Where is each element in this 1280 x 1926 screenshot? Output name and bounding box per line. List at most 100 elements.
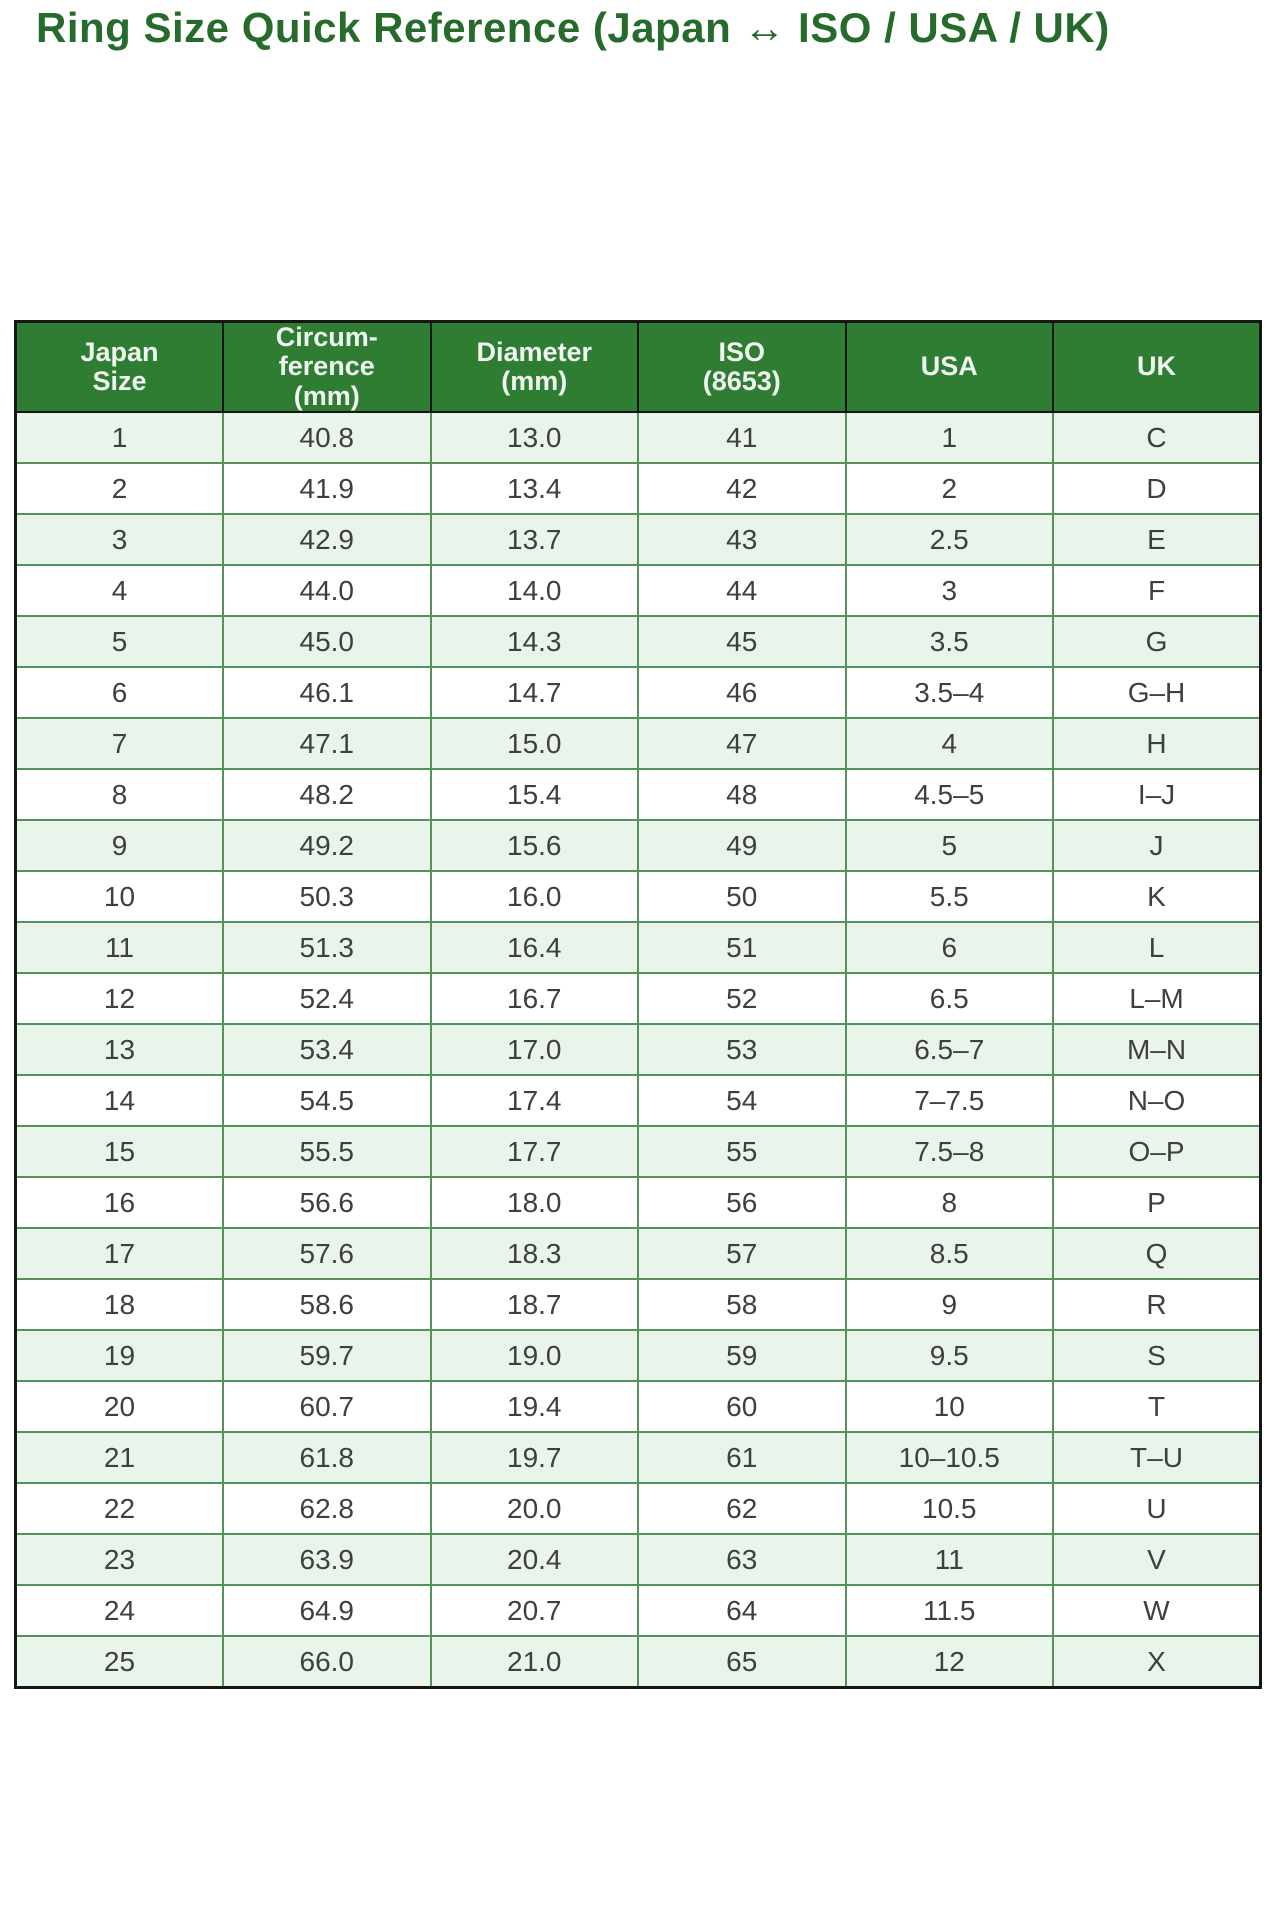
table-cell: 49 — [637, 819, 847, 872]
column-header-circumference: Circum- ference (mm) — [222, 320, 432, 413]
table-cell: 13.7 — [429, 513, 639, 566]
table-cell: 64 — [637, 1584, 847, 1637]
table-cell: 17.0 — [429, 1023, 639, 1076]
table-cell: 14.3 — [429, 615, 639, 668]
table-row: 18 58.6 18.7 58 9 R — [14, 1278, 1262, 1331]
table-cell: 51.3 — [222, 921, 432, 974]
table-cell: M–N — [1052, 1023, 1262, 1076]
table-cell: 6.5–7 — [844, 1023, 1054, 1076]
table-cell: 21 — [14, 1431, 224, 1484]
table-row: 24 64.9 20.7 64 11.5 W — [14, 1584, 1262, 1637]
table-cell: 63 — [637, 1533, 847, 1586]
table-cell: 48.2 — [222, 768, 432, 821]
table-cell: 2.5 — [844, 513, 1054, 566]
table-cell: 56 — [637, 1176, 847, 1229]
table-cell: R — [1052, 1278, 1262, 1331]
table-cell: 11 — [14, 921, 224, 974]
table-row: 1 40.8 13.0 41 1 C — [14, 411, 1262, 464]
table-cell: J — [1052, 819, 1262, 872]
table-cell: 47 — [637, 717, 847, 770]
table-cell: 46 — [637, 666, 847, 719]
table-cell: 23 — [14, 1533, 224, 1586]
table-cell: T–U — [1052, 1431, 1262, 1484]
table-cell: 45 — [637, 615, 847, 668]
table-cell: 4.5–5 — [844, 768, 1054, 821]
table-cell: 16.7 — [429, 972, 639, 1025]
table-cell: G–H — [1052, 666, 1262, 719]
table-cell: V — [1052, 1533, 1262, 1586]
table-cell: 15 — [14, 1125, 224, 1178]
table-cell: 11.5 — [844, 1584, 1054, 1637]
table-cell: 7 — [14, 717, 224, 770]
table-cell: 11 — [844, 1533, 1054, 1586]
table-cell: 8 — [844, 1176, 1054, 1229]
table-cell: 41 — [637, 411, 847, 464]
table-row: 21 61.8 19.7 61 10–10.5 T–U — [14, 1431, 1262, 1484]
table-cell: 46.1 — [222, 666, 432, 719]
table-row: 9 49.2 15.6 49 5 J — [14, 819, 1262, 872]
table-cell: 8.5 — [844, 1227, 1054, 1280]
table-cell: 6 — [14, 666, 224, 719]
table-cell: 16 — [14, 1176, 224, 1229]
table-cell: 3.5–4 — [844, 666, 1054, 719]
table-cell: 52.4 — [222, 972, 432, 1025]
table-cell: 44.0 — [222, 564, 432, 617]
ring-size-table: Japan Size Circum- ference (mm) Diameter… — [14, 320, 1262, 1689]
table-cell: 48 — [637, 768, 847, 821]
table-cell: G — [1052, 615, 1262, 668]
table-cell: 2 — [844, 462, 1054, 515]
table-cell: L — [1052, 921, 1262, 974]
table-cell: P — [1052, 1176, 1262, 1229]
table-row: 22 62.8 20.0 62 10.5 U — [14, 1482, 1262, 1535]
table-cell: 18.7 — [429, 1278, 639, 1331]
table-cell: 9 — [844, 1278, 1054, 1331]
table-cell: E — [1052, 513, 1262, 566]
table-cell: T — [1052, 1380, 1262, 1433]
table-row: 10 50.3 16.0 50 5.5 K — [14, 870, 1262, 923]
table-cell: X — [1052, 1635, 1262, 1689]
column-header-japan-size: Japan Size — [14, 320, 224, 413]
table-cell: 16.4 — [429, 921, 639, 974]
table-cell: 14.7 — [429, 666, 639, 719]
table-cell: 3 — [844, 564, 1054, 617]
table-cell: F — [1052, 564, 1262, 617]
table-cell: 57 — [637, 1227, 847, 1280]
table-row: 7 47.1 15.0 47 4 H — [14, 717, 1262, 770]
table-cell: H — [1052, 717, 1262, 770]
table-cell: 17.4 — [429, 1074, 639, 1127]
table-cell: 59.7 — [222, 1329, 432, 1382]
table-cell: 51 — [637, 921, 847, 974]
table-cell: 19.4 — [429, 1380, 639, 1433]
table-cell: 10–10.5 — [844, 1431, 1054, 1484]
table-cell: 10.5 — [844, 1482, 1054, 1535]
table-cell: 20.4 — [429, 1533, 639, 1586]
table-cell: 63.9 — [222, 1533, 432, 1586]
table-cell: 7.5–8 — [844, 1125, 1054, 1178]
column-header-uk: UK — [1052, 320, 1262, 413]
table-row: 5 45.0 14.3 45 3.5 G — [14, 615, 1262, 668]
column-header-diameter: Diameter (mm) — [429, 320, 639, 413]
table-cell: W — [1052, 1584, 1262, 1637]
table-cell: 54 — [637, 1074, 847, 1127]
table-cell: 6 — [844, 921, 1054, 974]
table-cell: 12 — [14, 972, 224, 1025]
table-cell: 65 — [637, 1635, 847, 1689]
table-cell: 62.8 — [222, 1482, 432, 1535]
table-cell: 55 — [637, 1125, 847, 1178]
table-cell: 60.7 — [222, 1380, 432, 1433]
table-cell: 22 — [14, 1482, 224, 1535]
table-row: 19 59.7 19.0 59 9.5 S — [14, 1329, 1262, 1382]
table-row: 14 54.5 17.4 54 7–7.5 N–O — [14, 1074, 1262, 1127]
table-cell: 9 — [14, 819, 224, 872]
table-cell: 18.0 — [429, 1176, 639, 1229]
table-cell: 13.0 — [429, 411, 639, 464]
table-cell: 52 — [637, 972, 847, 1025]
table-cell: 19.7 — [429, 1431, 639, 1484]
table-cell: 53.4 — [222, 1023, 432, 1076]
table-cell: 6.5 — [844, 972, 1054, 1025]
table-cell: 4 — [844, 717, 1054, 770]
table-cell: 7–7.5 — [844, 1074, 1054, 1127]
table-row: 11 51.3 16.4 51 6 L — [14, 921, 1262, 974]
table-cell: 24 — [14, 1584, 224, 1637]
